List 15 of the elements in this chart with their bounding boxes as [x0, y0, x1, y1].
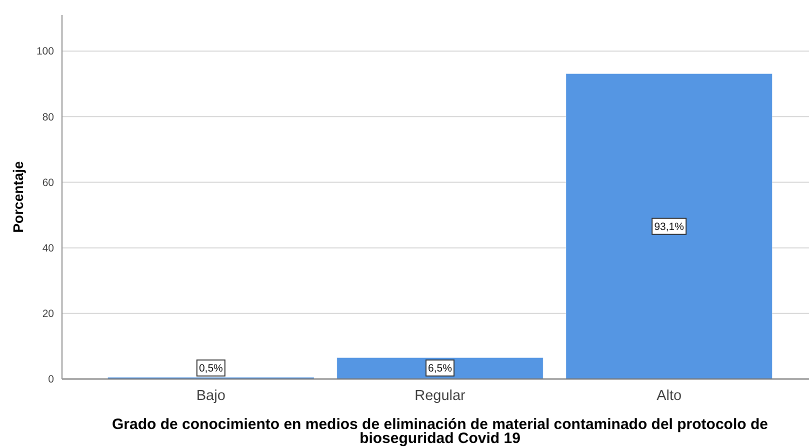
y-tick-label: 80 [42, 111, 54, 124]
x-tick-label: Bajo [196, 388, 226, 404]
y-tick-label: 0 [48, 374, 54, 386]
y-tick-label: 20 [42, 308, 54, 320]
y-tick-label: 60 [42, 176, 54, 189]
y-tick-label: 100 [36, 46, 54, 58]
data-label: 6,5% [428, 362, 452, 375]
data-label: 93,1% [654, 221, 684, 234]
x-tick-label: Alto [656, 388, 682, 404]
x-axis-title: Grado de conocimiento en medios de eliminación de material contaminado del protocolo de bioseguridad Covid 19 [112, 416, 768, 447]
bar [566, 73, 772, 380]
y-axis-title: Porcentaje [10, 160, 26, 233]
x-tick-label: Regular [414, 388, 466, 404]
data-label: 0,5% [198, 362, 223, 375]
y-tick-label: 40 [42, 242, 54, 255]
